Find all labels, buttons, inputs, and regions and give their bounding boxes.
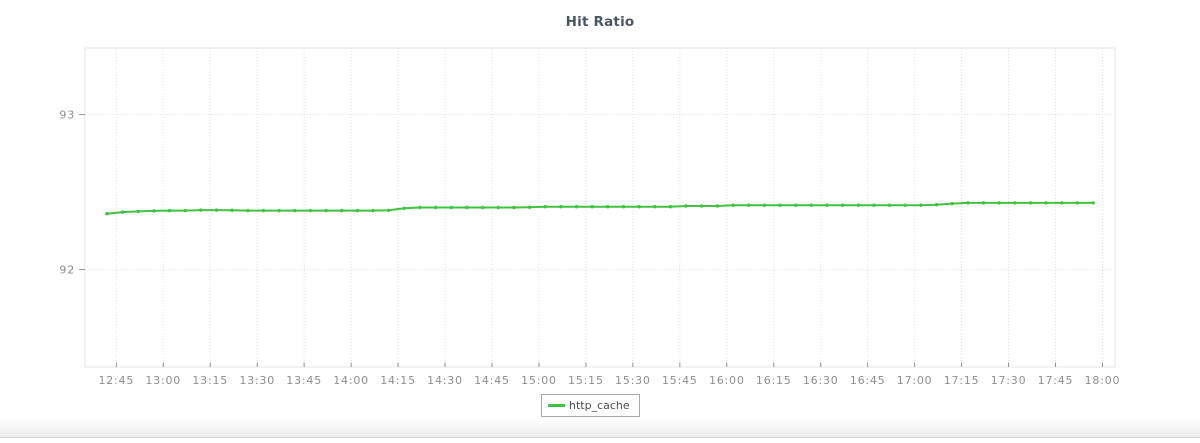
x-axis-tick-label: 15:30 <box>615 374 651 387</box>
legend-item-http-cache[interactable]: http_cache <box>548 400 630 411</box>
x-axis-tick-label: 13:45 <box>286 374 322 387</box>
chart-title: Hit Ratio <box>565 14 635 30</box>
legend-label: http_cache <box>569 399 630 412</box>
legend: http_cache <box>541 394 640 417</box>
x-axis-tick-label: 17:00 <box>897 374 933 387</box>
x-axis-tick-label: 15:00 <box>521 374 557 387</box>
x-axis-tick-label: 18:00 <box>1085 374 1121 387</box>
x-axis-tick-label: 14:30 <box>427 374 463 387</box>
x-axis-tick-label: 16:15 <box>756 374 792 387</box>
legend-line-swatch-icon <box>548 404 565 407</box>
plot-border <box>84 47 1116 368</box>
x-axis-tick-label: 17:45 <box>1038 374 1074 387</box>
x-axis-tick-label: 13:00 <box>145 374 181 387</box>
x-axis-tick-label: 16:00 <box>709 374 745 387</box>
y-axis-tick-label: 93 <box>59 109 75 122</box>
x-axis-tick-label: 17:30 <box>991 374 1027 387</box>
x-axis-tick-label: 12:45 <box>98 374 134 387</box>
x-axis-tick-label: 16:45 <box>850 374 886 387</box>
y-tick-labels: 92 93 <box>59 109 75 277</box>
x-axis-tick-label: 14:15 <box>380 374 416 387</box>
x-axis-tick-label: 14:00 <box>333 374 369 387</box>
x-axis-tick-label: 14:45 <box>474 374 510 387</box>
x-axis-tick-label: 13:30 <box>239 374 275 387</box>
series-http_cache <box>105 201 1095 216</box>
x-axis-tick-label: 17:15 <box>944 374 980 387</box>
x-axis-tick-label: 16:30 <box>803 374 839 387</box>
x-axis-tick-label: 15:45 <box>662 374 698 387</box>
tick-marks <box>79 114 1103 367</box>
panel-bottom-divider <box>0 419 1200 438</box>
x-axis-tick-label: 13:15 <box>192 374 228 387</box>
x-axis-tick-label: 15:15 <box>568 374 604 387</box>
x-tick-labels: 12:45 13:00 13:15 13:30 13:45 14:00 14:15 14:30… <box>98 374 1121 387</box>
y-axis-tick-label: 92 <box>59 263 75 276</box>
